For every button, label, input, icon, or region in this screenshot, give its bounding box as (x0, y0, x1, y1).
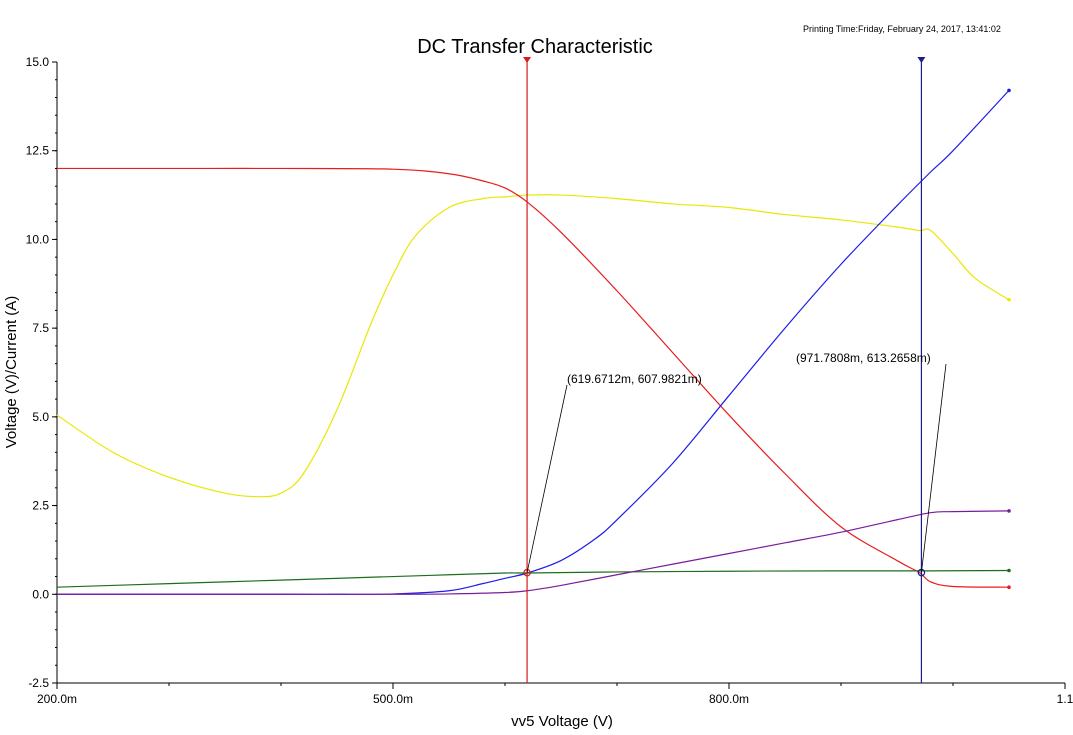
series-line-1 (56, 194, 1010, 498)
series-line-4 (56, 569, 1010, 588)
cursor-leader-1 (526, 384, 568, 573)
series-end-point-4 (1007, 568, 1011, 573)
x-tick-label: 500.0m (373, 692, 413, 706)
legend-background (0, 730, 1073, 735)
y-tick-label: 2.5 (32, 499, 49, 513)
printing-time: Printing Time:Friday, February 24, 2017,… (803, 24, 1001, 34)
x-tick-label: 1.1 (1057, 692, 1073, 706)
cursor-handle-1[interactable] (523, 57, 532, 63)
y-tick-label: 10.0 (26, 232, 50, 246)
y-tick-label: 12.5 (26, 144, 50, 158)
series-line-3 (56, 89, 1010, 595)
cursor-point-1 (523, 568, 531, 577)
cursor-handle-2[interactable] (917, 57, 926, 63)
y-tick-label: 5.0 (32, 410, 49, 424)
y-tick-label: 7.5 (32, 321, 49, 335)
x-axis-title: vv5 Voltage (V) (511, 713, 613, 730)
x-tick-label: 200.0m (37, 692, 77, 706)
cursor-layer[interactable]: (619.6712m, 607.9821m) (971.7808m, 613.26… (523, 57, 947, 683)
cursor-leader-2 (921, 363, 947, 573)
legend-strip (0, 730, 1073, 735)
cursor-annotation-1: (619.6712m, 607.9821m) (567, 372, 702, 386)
series-line-2 (56, 167, 1010, 588)
y-tick-label: 15.0 (26, 55, 50, 69)
chart-title: DC Transfer Characteristic (417, 36, 653, 58)
axes: -2.5 0.0 2.5 5.0 7.5 10.0 12.5 15.0 200.0m 500.0m… (26, 55, 1073, 706)
y-tick-label: -2.5 (28, 676, 49, 690)
series-end-point-2 (1007, 585, 1011, 589)
series-end-point-5 (1007, 509, 1011, 513)
plot-series (56, 88, 1011, 595)
cursor-annotation-2: (971.7808m, 613.2658m) (796, 351, 931, 365)
series-end-point-1 (1007, 297, 1011, 302)
x-tick-label: 800.0m (709, 692, 749, 706)
y-tick-label: 0.0 (32, 587, 49, 601)
series-line-5 (56, 510, 1010, 595)
series-end-point-3 (1007, 88, 1011, 93)
y-axis-title: Voltage (V)/Current (A) (3, 296, 20, 449)
